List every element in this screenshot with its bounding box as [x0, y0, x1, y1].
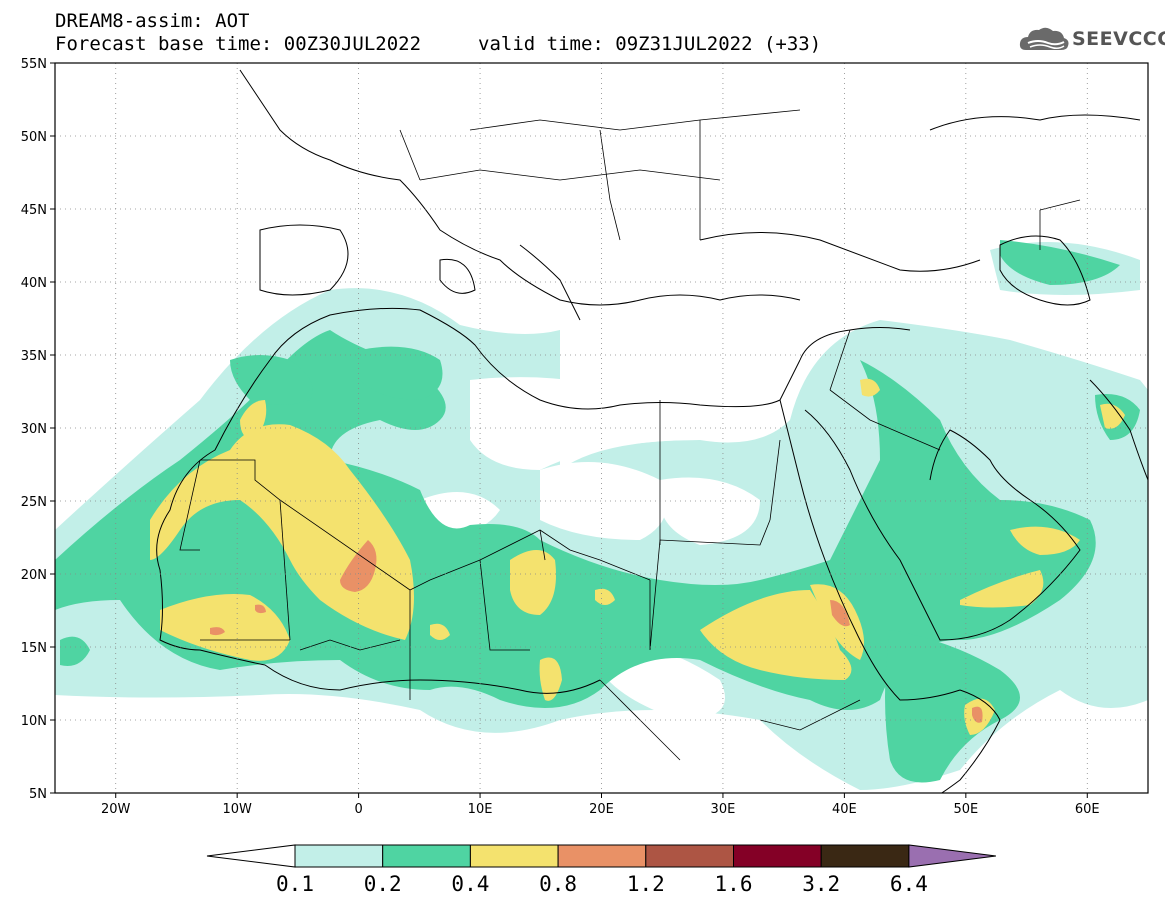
colorbar-segment: [733, 844, 822, 868]
lat-label: 50N: [21, 130, 47, 145]
country-borders: [179, 109, 1081, 761]
lat-label: 25N: [21, 495, 47, 510]
lon-label: 50E: [953, 802, 978, 817]
colorbar-label: 3.2: [802, 872, 841, 896]
lon-label: 10W: [222, 802, 252, 817]
colorbar-segment: [557, 844, 647, 868]
lon-label: 30E: [711, 802, 736, 817]
lat-label: 55N: [21, 57, 47, 72]
coastlines: [156, 69, 1148, 793]
colorbar-label: 1.2: [626, 872, 665, 896]
colorbar-label: 0.2: [363, 872, 402, 896]
colorbar-label: 0.1: [276, 872, 314, 896]
colorbar-label: 6.4: [889, 872, 928, 896]
colorbar-label: 0.4: [451, 872, 490, 896]
colorbar-label: 1.6: [714, 872, 753, 896]
graticule: [55, 63, 1148, 793]
lon-label: 20E: [589, 802, 614, 817]
lon-label: 60E: [1075, 802, 1100, 817]
lon-label: 0: [354, 802, 362, 817]
lat-label: 35N: [21, 349, 47, 364]
colorbar-high-arrow: [908, 844, 996, 868]
lat-label: 5N: [29, 787, 47, 802]
aot-field: [55, 240, 1148, 790]
colorbar-low-arrow: [206, 844, 296, 868]
lon-label: 20W: [101, 802, 131, 817]
lat-label: 15N: [21, 641, 47, 656]
lat-label: 20N: [21, 568, 47, 583]
map-title: DREAM8-assim: AOT: [55, 10, 250, 32]
colorbar: [206, 844, 996, 868]
latitude-labels: 5N 10N 15N 20N 25N 30N 35N 40N 45N 50N 55N: [21, 57, 47, 802]
colorbar-segment: [382, 844, 471, 868]
aot-level-0.8: [210, 540, 983, 723]
logo-text: SEEVCCC: [1072, 28, 1165, 50]
colorbar-label: 0.8: [539, 872, 578, 896]
cloud-icon: [1019, 27, 1069, 50]
lon-label: 40E: [832, 802, 857, 817]
lon-label: 10E: [468, 802, 493, 817]
colorbar-segment: [469, 844, 559, 868]
axis-ticks: [50, 62, 1088, 798]
colorbar-segment: [645, 844, 734, 868]
colorbar-segment: [820, 844, 910, 868]
seevccc-logo: SEEVCCC: [1018, 24, 1165, 56]
aot-gaps: [420, 377, 953, 720]
longitude-labels: 20W 10W 0 10E 20E 30E 40E 50E 60E: [101, 802, 1100, 817]
lat-label: 30N: [21, 422, 47, 437]
lat-label: 40N: [21, 276, 47, 291]
colorbar-segment: [294, 844, 384, 868]
valid-time: valid time: 09Z31JUL2022 (+33): [478, 33, 822, 55]
lat-label: 10N: [21, 714, 47, 729]
forecast-base-time: Forecast base time: 00Z30JUL2022: [55, 33, 422, 55]
lat-label: 45N: [21, 203, 47, 218]
